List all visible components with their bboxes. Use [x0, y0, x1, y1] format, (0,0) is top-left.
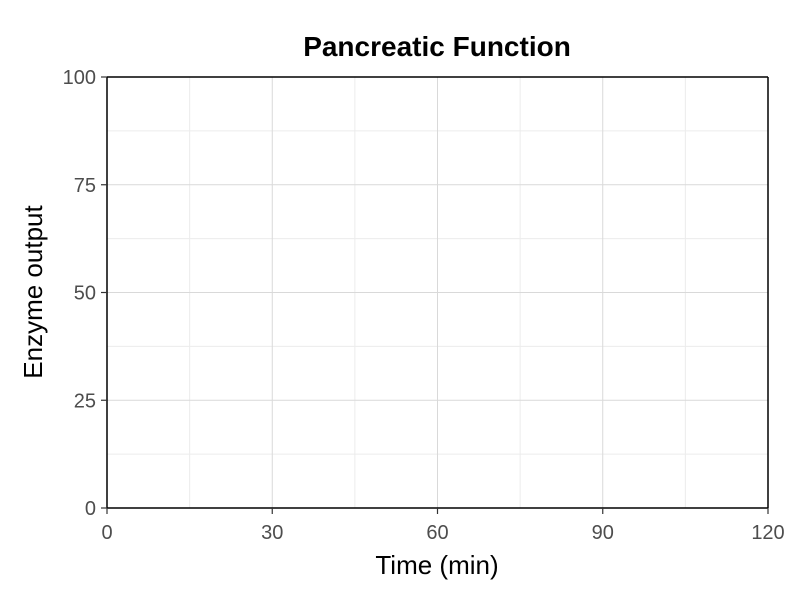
gridlines — [106, 76, 769, 509]
axis-ticks: 0 30 60 90 120 0 25 50 75 100 — [63, 67, 785, 544]
x-tick-label: 120 — [751, 522, 784, 544]
x-tick-label: 90 — [592, 522, 614, 544]
y-tick-label: 25 — [74, 390, 96, 412]
x-axis-title: Time (min) — [375, 550, 498, 580]
x-tick-label: 0 — [101, 522, 112, 544]
y-tick-label: 100 — [63, 67, 96, 89]
y-tick-label: 50 — [74, 283, 96, 305]
x-tick-label: 60 — [426, 522, 448, 544]
x-tick-label: 30 — [261, 522, 283, 544]
chart-title: Pancreatic Function — [303, 31, 571, 62]
y-tick-label: 0 — [85, 498, 96, 520]
y-tick-label: 75 — [74, 175, 96, 197]
y-axis-title: Enzyme output — [18, 205, 48, 379]
